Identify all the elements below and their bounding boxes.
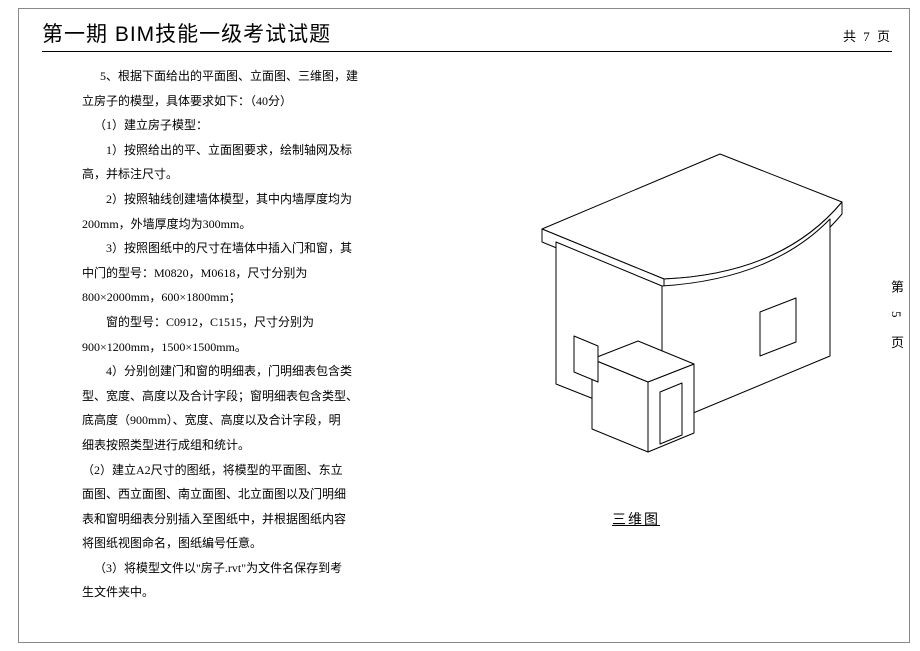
q-s1-3: 900×1200mm，1500×1500mm。 xyxy=(82,335,392,360)
q-s1-1: 1）按照给出的平、立面图要求，绘制轴网及标 xyxy=(82,138,392,163)
exam-title: 第一期 BIM技能一级考试试题 xyxy=(42,18,331,48)
house-3d-icon xyxy=(472,124,852,464)
q-s1-1: 高，并标注尺寸。 xyxy=(82,162,392,187)
page-number-side: 第5页 xyxy=(887,280,906,367)
total-pages: 共 7 页 xyxy=(843,26,892,47)
q-s1-3: 800×2000mm，600×1800mm； xyxy=(82,285,392,310)
q-s2: 将图纸视图命名，图纸编号任意。 xyxy=(82,531,392,556)
figure-area: 三维图 xyxy=(392,64,880,631)
q-s2: 表和窗明细表分别插入至图纸中，并根据图纸内容 xyxy=(82,507,392,532)
q-lead: 5、根据下面给出的平面图、立面图、三维图，建 xyxy=(82,64,392,89)
q-s3: 生文件夹中。 xyxy=(82,580,392,605)
figure-caption: 三维图 xyxy=(392,509,880,529)
q-s1-3: 3）按照图纸中的尺寸在墙体中插入门和窗，其 xyxy=(82,236,392,261)
q-s1-4: 型、宽度、高度以及合计字段；窗明细表包含类型、 xyxy=(82,384,392,409)
q-s3: （3）将模型文件以"房子.rvt"为文件名保存到考 xyxy=(82,556,392,581)
q-s2: 面图、西立面图、南立面图、北立面图以及门明细 xyxy=(82,482,392,507)
q-s1: （1）建立房子模型： xyxy=(82,113,392,138)
q-s1-4: 细表按照类型进行成组和统计。 xyxy=(82,433,392,458)
q-s1-2: 2）按照轴线创建墙体模型，其中内墙厚度均为 xyxy=(82,187,392,212)
q-s1-2: 200mm，外墙厚度均为300mm。 xyxy=(82,212,392,237)
q-lead: 立房子的模型，具体要求如下：（40分） xyxy=(82,89,392,114)
q-s1-3: 窗的型号：C0912，C1515，尺寸分别为 xyxy=(82,310,392,335)
q-s1-3: 中门的型号：M0820，M0618，尺寸分别为 xyxy=(82,261,392,286)
content-area: 5、根据下面给出的平面图、立面图、三维图，建 立房子的模型，具体要求如下：（40… xyxy=(82,64,880,631)
q-s2: （2）建立A2尺寸的图纸，将模型的平面图、东立 xyxy=(82,458,392,483)
question-text: 5、根据下面给出的平面图、立面图、三维图，建 立房子的模型，具体要求如下：（40… xyxy=(82,64,392,631)
q-s1-4: 4）分别创建门和窗的明细表，门明细表包含类 xyxy=(82,359,392,384)
header: 第一期 BIM技能一级考试试题 共 7 页 xyxy=(42,18,892,52)
q-s1-4: 底高度（900mm）、宽度、高度以及合计字段，明 xyxy=(82,408,392,433)
